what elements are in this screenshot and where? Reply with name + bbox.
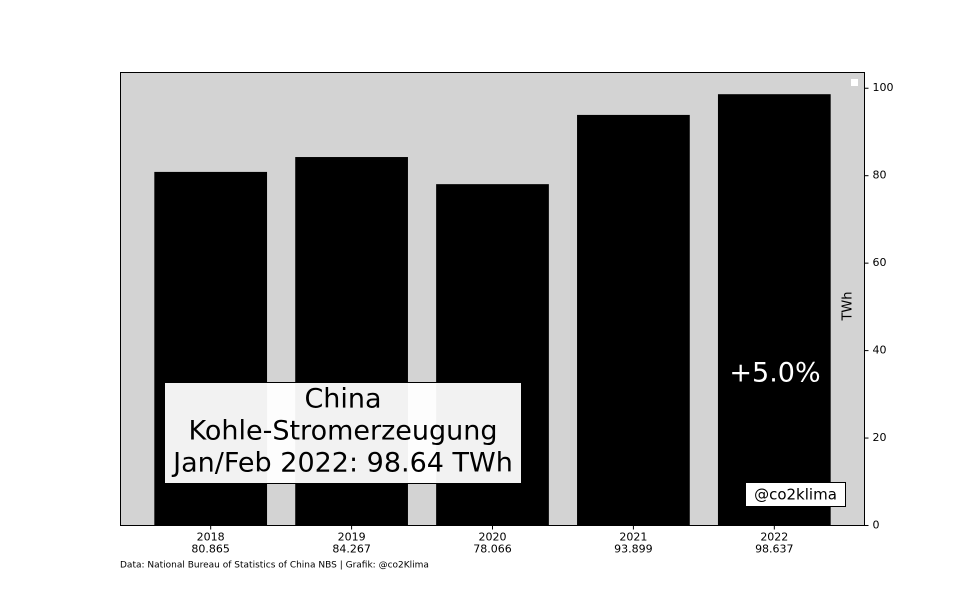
y-tick-label: 80 [873, 169, 887, 182]
x-tick-label: 2018 [197, 531, 225, 544]
y-tick-label: 20 [873, 431, 887, 444]
watermark: @co2klima [754, 486, 837, 504]
bar [577, 114, 690, 526]
x-tick-label: 2019 [338, 531, 366, 544]
annotation-line: Kohle-Stromerzeugung [188, 416, 497, 447]
x-tick-value-label: 93.899 [614, 543, 653, 556]
x-tick-value-label: 84.267 [332, 543, 371, 556]
y-tick-label: 0 [873, 519, 880, 532]
legend [851, 79, 858, 86]
bar [717, 94, 831, 526]
x-tick-label: 2022 [760, 531, 788, 544]
x-tick-value-label: 80.865 [191, 543, 230, 556]
x-tick-value-label: 78.066 [473, 543, 512, 556]
annotation-line: Jan/Feb 2022: 98.64 TWh [171, 448, 513, 479]
x-tick-value-label: 98.637 [755, 543, 794, 556]
x-tick-label: 2020 [479, 531, 507, 544]
annotation-line: China [304, 384, 381, 415]
y-tick-label: 40 [873, 344, 887, 357]
y-tick-label: 60 [873, 256, 887, 269]
change-label: +5.0% [729, 358, 820, 389]
annotation-box [164, 382, 522, 484]
source: Data: National Bureau of Statistics of C… [120, 561, 429, 571]
x-tick-label: 2021 [619, 531, 647, 544]
y-tick-label: 100 [873, 81, 894, 94]
watermark-box [745, 482, 846, 507]
y-axis-label: TWh [841, 291, 856, 321]
